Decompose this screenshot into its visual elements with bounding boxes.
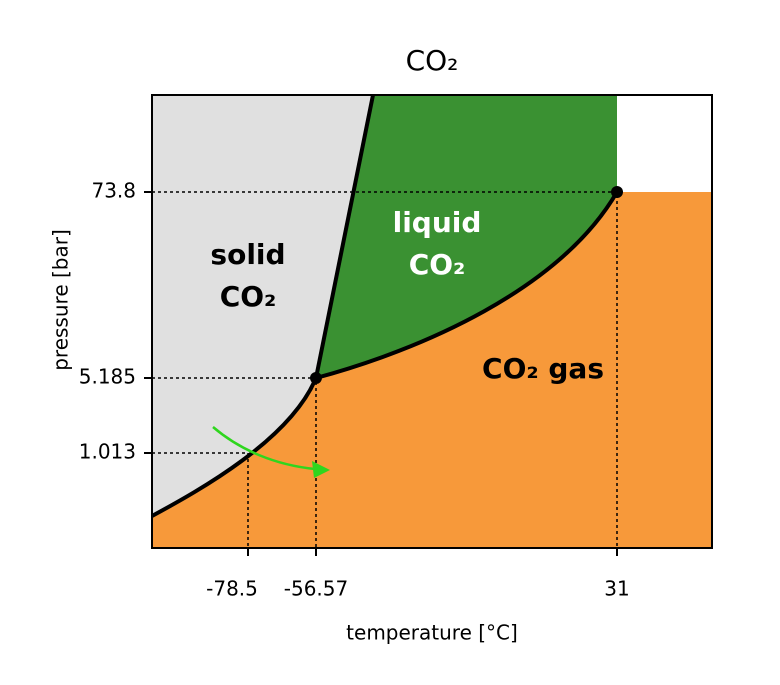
sublimation-curve	[151, 377, 318, 518]
region-label: CO₂	[409, 248, 466, 281]
y-tick-label: 73.8	[91, 179, 136, 203]
x-tick-label: -78.5	[206, 577, 258, 601]
region-label: CO₂	[220, 280, 277, 313]
region-label: CO₂ gas	[482, 352, 604, 385]
y-tick-label: 5.185	[79, 365, 136, 389]
arrow-head	[312, 461, 330, 478]
region-label: solid	[210, 238, 285, 271]
critical-point	[611, 186, 623, 198]
x-tick-label: 31	[604, 577, 629, 601]
y-axis-label: pressure [bar]	[49, 229, 73, 371]
supercritical-region	[617, 95, 712, 192]
x-tick-label: -56.57	[284, 577, 348, 601]
gas-region	[152, 192, 712, 548]
triple-point	[310, 372, 322, 384]
melting-curve	[314, 94, 375, 379]
y-tick-label: 1.013	[79, 440, 136, 464]
liquid-region	[316, 95, 617, 378]
region-label: liquid	[393, 206, 482, 239]
sublimation-guide	[152, 452, 249, 548]
sublimation-arrow	[212, 426, 316, 471]
vaporization-curve	[315, 190, 619, 380]
x-axis-label: temperature [°C]	[346, 621, 518, 645]
plot-frame	[151, 94, 713, 549]
title: CO₂	[406, 44, 459, 77]
